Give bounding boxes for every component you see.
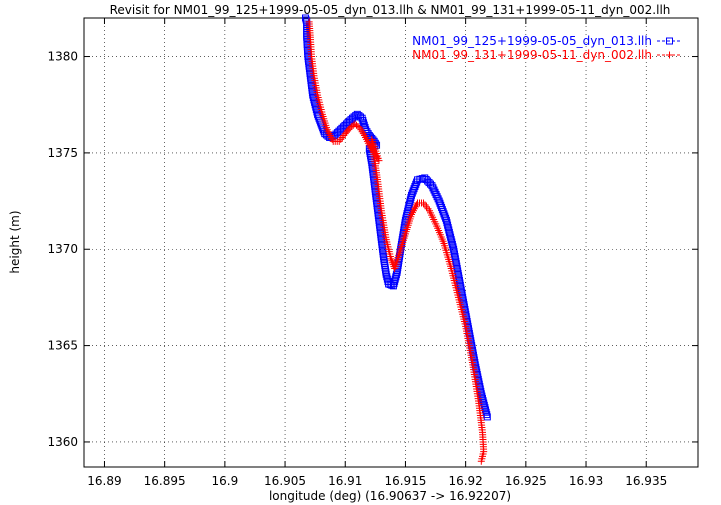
- data-point: [448, 238, 456, 246]
- y-tick-label: 1360: [47, 435, 78, 449]
- data-point: [411, 182, 419, 190]
- data-point: [405, 203, 413, 211]
- data-point: [404, 207, 412, 215]
- x-tick-label: 16.915: [384, 474, 426, 488]
- y-axis: 1360 1365 1370 1375 1380: [47, 50, 698, 449]
- series-layer: [302, 14, 491, 465]
- data-point: [405, 200, 413, 208]
- data-point: [359, 117, 367, 125]
- data-point: [338, 133, 346, 141]
- data-point: [407, 194, 415, 202]
- data-point: [406, 198, 414, 206]
- data-point: [429, 184, 437, 192]
- data-point: [392, 273, 400, 281]
- data-point: [482, 406, 490, 414]
- data-point: [358, 114, 366, 122]
- plot-frame: [83, 17, 699, 468]
- data-point: [432, 190, 440, 198]
- data-point: [444, 224, 452, 232]
- data-point: [445, 228, 453, 236]
- data-point: [412, 180, 420, 188]
- data-point: [418, 175, 426, 183]
- y-axis-label: height (m): [8, 210, 22, 273]
- x-tick-label: 16.91: [328, 474, 362, 488]
- data-point: [441, 212, 449, 220]
- legend: NM01_99_125+1999-05-05_dyn_013.llhNM01_9…: [412, 34, 682, 62]
- y-tick-label: 1365: [47, 339, 78, 353]
- data-point: [392, 271, 400, 279]
- data-point: [390, 280, 398, 288]
- data-point: [382, 270, 390, 278]
- data-point: [423, 203, 431, 211]
- grid: [84, 18, 698, 467]
- data-point: [409, 187, 417, 195]
- x-axis: 16.89 16.895 16.9 16.905 16.91 16.915 16.92 16.…: [87, 18, 667, 488]
- series-square: [302, 14, 491, 421]
- x-tick-label: 16.93: [569, 474, 603, 488]
- data-point: [483, 411, 491, 419]
- y-tick-label: 1370: [47, 242, 78, 256]
- data-point: [391, 275, 399, 283]
- data-point: [446, 231, 454, 239]
- data-point: [447, 236, 455, 244]
- chart-title: Revisit for NM01_99_125+1999-05-05_dyn_0…: [110, 3, 671, 17]
- legend-marker: [666, 37, 673, 45]
- data-point: [442, 214, 450, 222]
- data-point: [426, 180, 434, 188]
- data-point: [433, 193, 441, 201]
- data-point: [389, 282, 397, 290]
- data-point: [445, 226, 453, 234]
- data-point: [403, 210, 411, 218]
- x-tick-label: 16.895: [144, 474, 186, 488]
- data-point: [421, 201, 429, 209]
- data-point: [428, 182, 436, 190]
- data-point: [407, 191, 415, 199]
- x-axis-label: longitude (deg) (16.90637 -> 16.92207): [269, 489, 511, 503]
- data-point: [410, 185, 418, 193]
- y-tick-label: 1375: [47, 146, 78, 160]
- data-point: [413, 176, 421, 184]
- data-point: [403, 212, 411, 220]
- data-point: [443, 219, 451, 227]
- data-point: [383, 273, 391, 281]
- data-point: [449, 243, 457, 251]
- data-point: [391, 277, 399, 285]
- legend-marker: [666, 51, 673, 59]
- legend-label: NM01_99_125+1999-05-05_dyn_013.llh: [412, 34, 652, 48]
- data-point: [431, 188, 439, 196]
- data-point: [408, 189, 416, 197]
- data-point: [477, 457, 485, 465]
- x-tick-label: 16.935: [625, 474, 667, 488]
- x-tick-label: 16.9: [211, 474, 238, 488]
- data-point: [483, 413, 491, 421]
- data-point: [406, 196, 414, 204]
- data-point: [482, 408, 490, 416]
- data-point: [360, 121, 368, 129]
- x-tick-label: 16.905: [264, 474, 306, 488]
- data-point: [430, 186, 438, 194]
- data-point: [481, 404, 489, 412]
- x-tick-label: 16.92: [448, 474, 482, 488]
- x-tick-label: 16.925: [505, 474, 547, 488]
- legend-label: NM01_99_131+1999-05-11_dyn_002.llh: [412, 48, 652, 62]
- data-point: [447, 233, 455, 241]
- data-point: [444, 221, 452, 229]
- data-point: [448, 240, 456, 248]
- y-tick-label: 1380: [47, 50, 78, 64]
- data-point: [360, 119, 368, 127]
- x-tick-label: 16.89: [87, 474, 121, 488]
- data-point: [442, 216, 450, 224]
- series-plus: [305, 18, 488, 465]
